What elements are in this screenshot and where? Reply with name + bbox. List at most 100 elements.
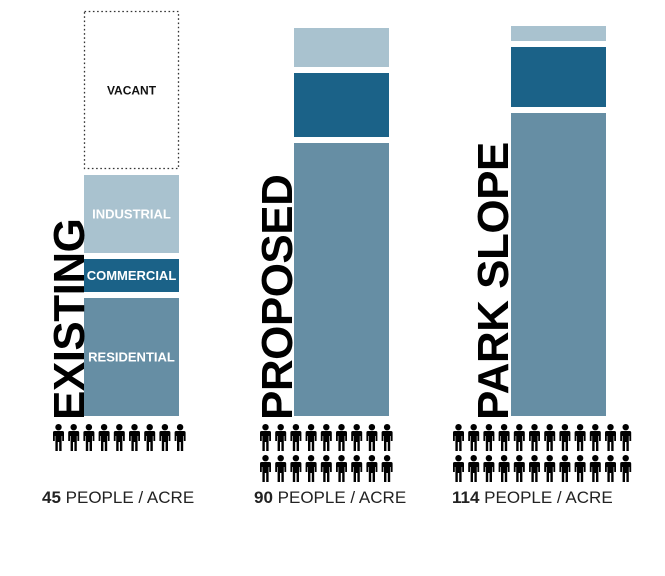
density-proposed: 90 PEOPLE / ACRE	[254, 488, 406, 508]
person-body	[305, 431, 317, 451]
column-title-existing: EXISTING	[45, 218, 94, 420]
person-head	[516, 424, 523, 431]
people-icons	[453, 424, 632, 482]
person-head	[576, 455, 584, 462]
person-body	[620, 462, 632, 482]
person-icon	[544, 424, 556, 451]
person-head	[262, 424, 269, 431]
person-body	[336, 462, 347, 482]
person-body	[468, 431, 480, 451]
people-icons	[53, 424, 186, 451]
person-icon	[544, 455, 556, 482]
person-head	[383, 455, 391, 462]
person-body	[381, 431, 393, 451]
person-body	[336, 431, 347, 451]
person-head	[500, 424, 508, 431]
person-head	[100, 424, 108, 431]
segment-residential	[84, 298, 179, 416]
person-head	[146, 424, 153, 431]
person-body	[129, 431, 140, 451]
density-unit: PEOPLE / ACRE	[65, 488, 195, 507]
person-icon	[113, 424, 125, 451]
person-body	[159, 431, 171, 451]
person-body	[53, 431, 64, 451]
person-head	[576, 424, 584, 431]
person-body	[275, 462, 287, 482]
person-head	[176, 424, 184, 431]
person-icon	[513, 455, 525, 482]
segment-commercial	[294, 73, 389, 137]
person-body	[589, 431, 601, 451]
person-body	[529, 462, 540, 482]
person-icon	[336, 424, 347, 451]
person-head	[383, 424, 391, 431]
person-icon	[305, 455, 317, 482]
person-body	[260, 431, 271, 451]
person-icon	[336, 455, 347, 482]
person-body	[366, 462, 378, 482]
person-head	[292, 424, 300, 431]
person-head	[500, 455, 508, 462]
person-head	[607, 455, 614, 462]
bar-column-existing: RESIDENTIAL COMMERCIAL INDUSTRIAL VACANT	[83, 10, 180, 416]
segment-residential	[511, 113, 606, 416]
person-body	[320, 431, 332, 451]
segment-residential	[294, 143, 389, 416]
person-icon	[290, 424, 302, 451]
person-icon	[260, 424, 271, 451]
person-icon	[320, 424, 332, 451]
person-icon	[589, 455, 601, 482]
person-body	[305, 462, 317, 482]
person-icon	[320, 455, 332, 482]
segment-vacant	[83, 10, 180, 170]
person-icon	[529, 424, 540, 451]
person-icon	[275, 455, 287, 482]
person-body	[513, 462, 525, 482]
person-head	[55, 424, 62, 431]
column-title-park-slope: PARK SLOPE	[469, 142, 518, 420]
person-head	[516, 455, 523, 462]
person-icon	[144, 424, 156, 451]
person-body	[453, 462, 464, 482]
person-head	[622, 455, 629, 462]
person-icon	[381, 424, 393, 451]
person-head	[607, 424, 614, 431]
bar-column-park-slope	[511, 26, 606, 416]
person-icon	[498, 424, 510, 451]
segment-industrial	[294, 28, 389, 67]
person-icon	[574, 424, 586, 451]
person-icon	[559, 424, 571, 451]
person-head	[323, 455, 330, 462]
person-icon	[68, 424, 80, 451]
person-body	[605, 462, 616, 482]
person-body	[260, 462, 271, 482]
person-head	[368, 424, 376, 431]
person-icon	[483, 424, 495, 451]
person-head	[485, 424, 493, 431]
person-icon	[174, 424, 186, 451]
person-body	[83, 431, 95, 451]
segment-label-residential: RESIDENTIAL	[88, 350, 175, 365]
segment-commercial	[84, 259, 179, 292]
person-body	[290, 431, 302, 451]
person-head	[455, 455, 462, 462]
person-head	[70, 424, 77, 431]
person-body	[498, 431, 510, 451]
person-icon	[453, 455, 464, 482]
person-head	[531, 424, 538, 431]
person-icon	[529, 455, 540, 482]
person-body	[483, 431, 495, 451]
person-body	[320, 462, 332, 482]
person-body	[453, 431, 464, 451]
person-head	[368, 455, 376, 462]
density-value: 90	[254, 488, 273, 507]
person-head	[622, 424, 629, 431]
person-body	[574, 462, 586, 482]
density-value: 45	[42, 488, 61, 507]
person-body	[544, 462, 556, 482]
segment-label-industrial: INDUSTRIAL	[92, 207, 171, 222]
person-body	[483, 462, 495, 482]
person-icon	[605, 424, 616, 451]
person-head	[592, 455, 599, 462]
